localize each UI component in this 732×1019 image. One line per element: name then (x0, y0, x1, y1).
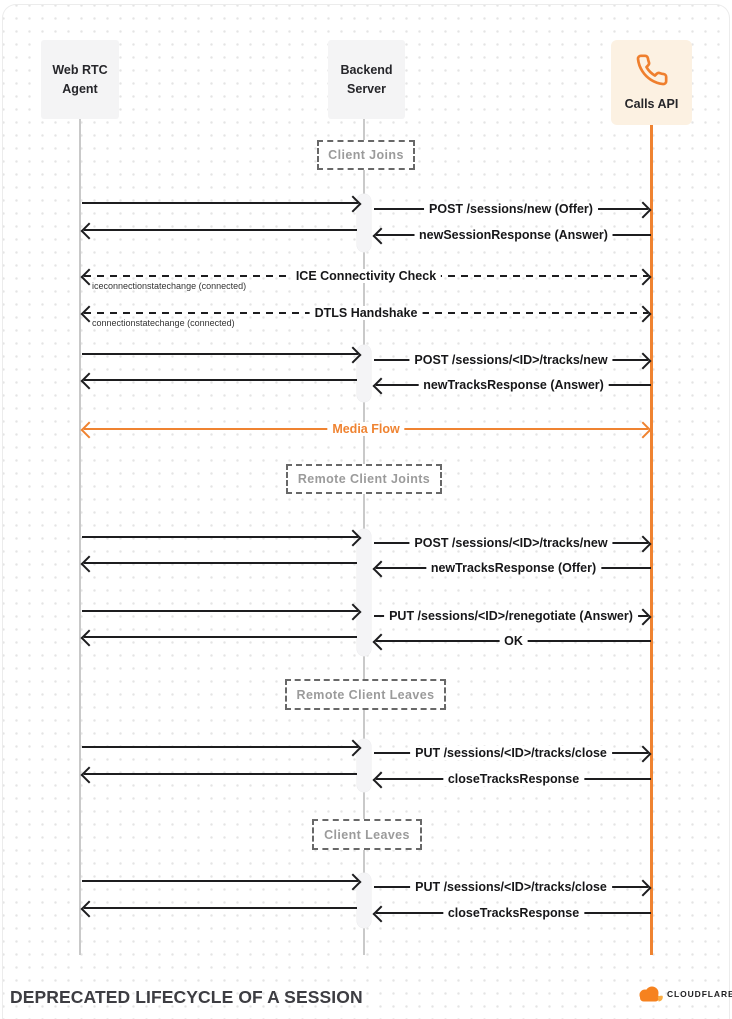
message-label: PUT /sessions/<ID>/tracks/close (410, 746, 612, 760)
message-label: newTracksResponse (Answer) (418, 378, 609, 392)
actor-label: Backend Server (340, 63, 393, 96)
arrow-backend-to-callsapi: PUT /sessions/<ID>/tracks/close (374, 745, 652, 763)
actor-backend-server: Backend Server (328, 40, 405, 119)
actor-label: Calls API (624, 97, 679, 112)
arrow-callsapi-to-backend: newTracksResponse (Offer) (372, 560, 651, 578)
message-label: Media Flow (327, 422, 405, 436)
message-label: closeTracksResponse (442, 906, 585, 920)
arrow-backend-to-webrtc (80, 222, 357, 240)
message-label: POST /sessions/<ID>/tracks/new (409, 536, 613, 550)
arrow-backend-to-callsapi: POST /sessions/<ID>/tracks/new (374, 535, 652, 553)
arrow-backend-to-webrtc (80, 900, 357, 918)
phase-client-joins: Client Joins (317, 140, 415, 170)
phase-label: Remote Client Leaves (296, 687, 435, 702)
arrow-webrtc-to-backend (82, 873, 362, 891)
activation-bar (357, 873, 371, 928)
diagram-title: DEPRECATED LIFECYCLE OF A SESSION (10, 987, 363, 1007)
cloudflare-wordmark: CLOUDFLARE (667, 988, 732, 999)
arrow-backend-to-webrtc (80, 372, 357, 390)
arrow-backend-to-webrtc (80, 629, 357, 647)
arrow-backend-to-webrtc (80, 766, 357, 784)
message-label: newTracksResponse (Offer) (425, 561, 602, 575)
actor-webrtc-agent: Web RTC Agent (41, 40, 119, 119)
activation-bar (357, 529, 371, 656)
message-label: ICE Connectivity Check (290, 269, 442, 283)
arrow-callsapi-to-backend: OK (372, 633, 651, 651)
message-label: POST /sessions/new (Offer) (424, 202, 598, 216)
message-label: newSessionResponse (Answer) (414, 228, 613, 242)
arrow-webrtc-to-backend (82, 346, 362, 364)
actor-label: Web RTC Agent (52, 63, 108, 96)
phase-client-leaves: Client Leaves (312, 819, 422, 850)
arrow-dtls-handshake: DTLS Handshake connectionstatechange (co… (80, 305, 652, 328)
actor-calls-api: Calls API (611, 40, 692, 125)
message-label: PUT /sessions/<ID>/tracks/close (410, 880, 612, 894)
phase-remote-client-joints: Remote Client Joints (286, 464, 442, 494)
arrow-backend-to-callsapi: POST /sessions/new (Offer) (374, 201, 652, 219)
activation-bar (357, 739, 371, 792)
phase-label: Client Joins (328, 148, 404, 162)
message-label: closeTracksResponse (442, 772, 585, 786)
arrow-backend-to-webrtc (80, 555, 357, 573)
arrow-callsapi-to-backend: closeTracksResponse (372, 905, 651, 923)
message-label: OK (499, 634, 528, 648)
cloudflare-logo: CLOUDFLARE (637, 985, 732, 1002)
phone-icon (635, 53, 669, 87)
arrow-ice-connectivity-check: ICE Connectivity Check iceconnectionstat… (80, 268, 652, 291)
activation-bar (357, 345, 371, 402)
arrow-backend-to-callsapi: PUT /sessions/<ID>/tracks/close (374, 879, 652, 897)
event-note: iceconnectionstatechange (connected) (92, 281, 247, 291)
arrow-callsapi-to-backend: newTracksResponse (Answer) (372, 377, 651, 395)
phase-label: Remote Client Joints (297, 472, 431, 486)
arrow-callsapi-to-backend: closeTracksResponse (372, 771, 651, 789)
phase-label: Client Leaves (324, 827, 410, 842)
event-note: connectionstatechange (connected) (92, 318, 235, 328)
arrow-media-flow: Media Flow (80, 421, 652, 439)
cloudflare-cloud-icon (637, 985, 664, 1002)
arrow-webrtc-to-backend (82, 195, 362, 213)
arrow-backend-to-callsapi: PUT /sessions/<ID>/renegotiate (Answer) (374, 608, 652, 626)
phase-remote-client-leaves: Remote Client Leaves (285, 679, 446, 710)
message-label: POST /sessions/<ID>/tracks/new (409, 353, 613, 367)
activation-bar (357, 194, 371, 252)
lifeline-webrtc-agent (79, 119, 81, 955)
arrow-webrtc-to-backend (82, 603, 362, 621)
arrow-webrtc-to-backend (82, 529, 362, 547)
message-label: DTLS Handshake (309, 306, 423, 320)
arrow-callsapi-to-backend: newSessionResponse (Answer) (372, 227, 651, 245)
arrow-webrtc-to-backend (82, 739, 362, 757)
lifeline-calls-api (650, 122, 653, 955)
arrow-backend-to-callsapi: POST /sessions/<ID>/tracks/new (374, 352, 652, 370)
message-label: PUT /sessions/<ID>/renegotiate (Answer) (384, 609, 638, 623)
